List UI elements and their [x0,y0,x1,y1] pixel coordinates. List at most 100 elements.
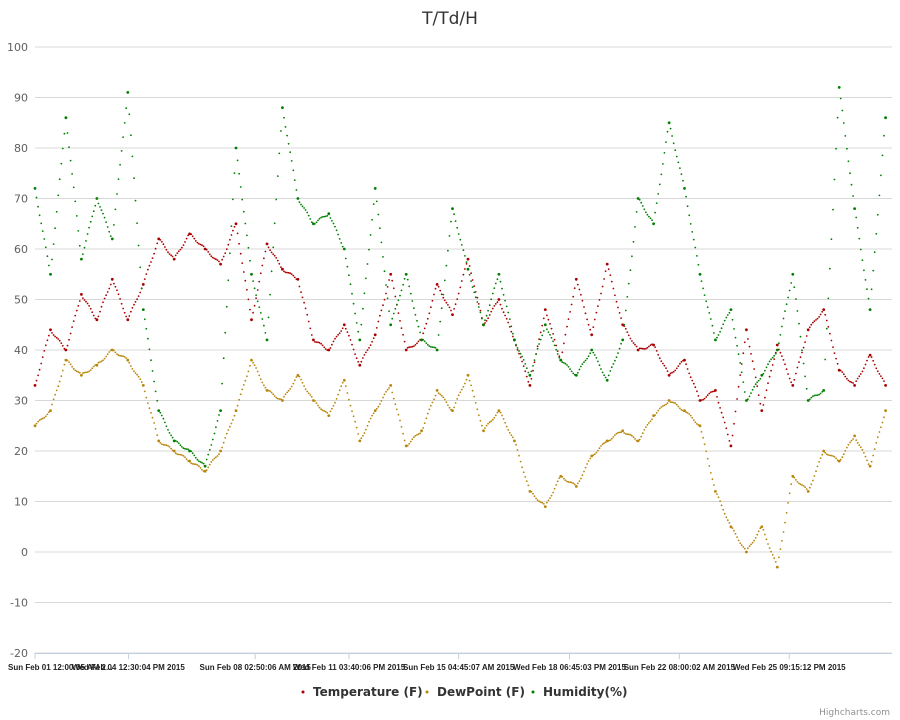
trace-dot [808,326,811,329]
trace-dot [499,303,502,306]
legend-item-dewpoint[interactable]: DewPoint (F) [425,685,525,699]
trace-dot [368,421,370,423]
trace-dot [547,318,550,321]
trace-dot [43,350,46,352]
trace-dot [256,300,259,303]
trace-dot [713,332,715,334]
trace-dot [578,368,581,371]
trace-dot [341,327,344,330]
trace-dot [447,304,449,306]
trace-dot [723,319,726,322]
trace-dot [819,313,822,316]
trace-dot [821,310,824,313]
legend-item-humidity[interactable]: Humidity(%) [531,685,628,699]
trace-dot [290,385,293,388]
data-point [528,373,532,377]
trace-dot [230,234,233,236]
trace-dot [52,243,55,246]
data-point [64,358,68,362]
trace-dot [825,327,828,330]
legend-item-temperature[interactable]: Temperature (F) [301,685,423,699]
trace-dot [292,169,295,172]
data-point [250,272,253,276]
trace-dot [584,466,587,469]
trace-dot [859,248,862,251]
trace-dot [382,304,384,307]
trace-dot [139,266,142,269]
trace-dot [816,394,819,396]
data-point [49,272,52,276]
data-point [775,565,779,569]
trace-dot [875,367,878,370]
trace-dot [321,216,324,218]
trace-dot [694,386,697,389]
trace-dot [774,561,777,563]
trace-dot [583,470,585,473]
trace-dot [754,383,757,386]
trace-dot [614,359,616,362]
trace-dot [187,448,190,451]
trace-dot [85,371,87,374]
trace-dot [569,368,571,370]
trace-dot [643,429,646,431]
trace-dot [665,403,667,406]
credits-link[interactable]: Highcharts.com [819,708,890,718]
trace-dot [314,223,316,225]
trace-dot [270,251,273,254]
trace-dot [448,306,451,309]
trace-dot [494,414,497,417]
trace-dot [646,346,649,349]
trace-dot [148,407,151,410]
trace-dot [765,389,768,392]
trace-dot [617,306,619,309]
trace-dot [566,325,568,328]
trace-dot [408,285,411,288]
trace-dot [490,310,493,313]
trace-dot [614,434,616,436]
trace-dot [289,151,292,154]
trace-dot [473,291,476,294]
trace-dot [722,416,725,419]
trace-dot [366,263,369,265]
trace-dot [108,230,111,233]
trace-dot [850,183,853,186]
trace-dot [304,388,307,390]
trace-dot [660,173,663,176]
trace-dot [194,240,197,242]
trace-dot [563,477,565,480]
trace-dot [841,109,844,112]
trace-dot [462,273,465,276]
trace-dot [641,205,644,207]
trace-dot [447,404,449,406]
trace-dot [785,303,788,306]
trace-dot [649,217,652,220]
trace-dot [113,282,115,285]
trace-dot [530,370,533,373]
trace-dot [133,370,135,373]
trace-dot [502,311,505,314]
trace-dot [205,469,208,471]
trace-dot [788,377,791,380]
trace-dot [638,198,641,201]
trace-dot [74,200,77,203]
trace-dot [700,399,703,401]
trace-dot [873,251,876,254]
trace-dot [371,414,373,417]
trace-dot [388,387,390,389]
trace-dot [391,391,394,394]
trace-dot [363,354,366,356]
trace-dot [657,353,660,356]
data-point [234,146,238,150]
trace-dot [114,285,117,288]
trace-dot [199,467,202,469]
data-point [482,429,485,433]
trace-dot [501,307,503,310]
trace-dot [453,308,455,310]
trace-dot [785,368,788,371]
trace-dot [757,530,760,533]
trace-dot [691,231,694,233]
trace-dot [52,398,55,401]
trace-dot [301,205,304,208]
trace-dot [648,345,650,348]
trace-dot [618,312,621,314]
